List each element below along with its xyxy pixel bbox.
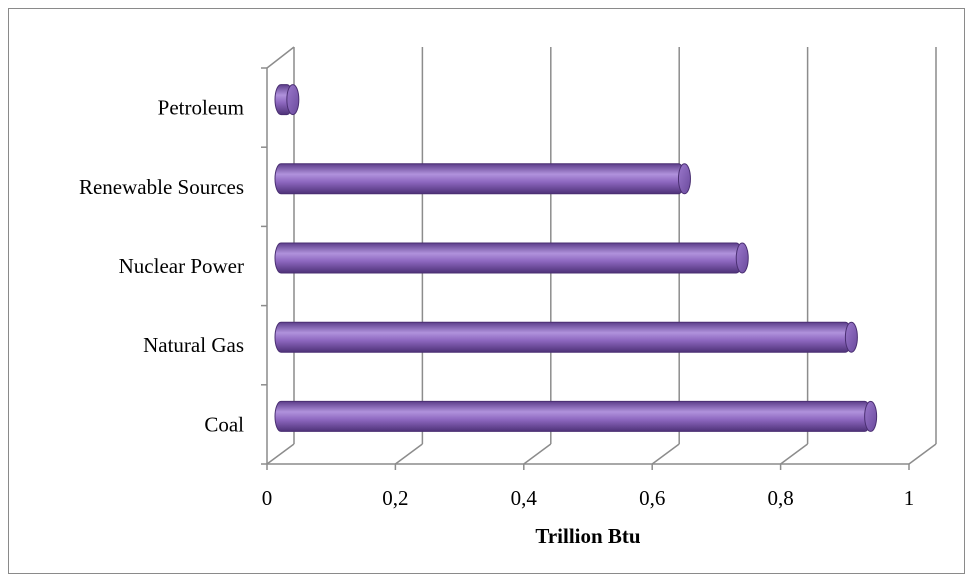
- category-label: Coal: [204, 412, 244, 436]
- grid-lines: [261, 46, 937, 470]
- category-label: Nuclear Power: [119, 254, 244, 278]
- left-wall-top-edge: [266, 46, 295, 69]
- category-label: Renewable Sources: [79, 175, 244, 199]
- bar-body: [274, 321, 852, 353]
- x-tick-label: 0,8: [767, 486, 793, 510]
- floor-gridline: [523, 443, 552, 465]
- bar: [274, 321, 858, 353]
- x-tick-label: 0,4: [511, 486, 538, 510]
- bar-cap: [286, 84, 300, 116]
- bar-body: [274, 163, 685, 195]
- category-label: Petroleum: [158, 96, 244, 120]
- x-tick-label: 1: [904, 486, 915, 510]
- bar-cap: [844, 321, 858, 353]
- bar-cap: [735, 242, 749, 274]
- bar: [274, 163, 691, 195]
- category-label: Natural Gas: [143, 333, 244, 357]
- bar: [274, 242, 749, 274]
- bars: [274, 84, 878, 432]
- bar-cap: [677, 163, 691, 195]
- chart-frame: [8, 8, 965, 574]
- x-tick-labels: 0 0,2 0,4 0,6 0,8 1: [262, 486, 915, 510]
- bar-body: [274, 242, 743, 274]
- bar-cap: [864, 400, 878, 432]
- floor-gridline: [651, 443, 680, 465]
- bar: [274, 400, 878, 432]
- x-tick-label: 0,2: [382, 486, 408, 510]
- x-tick-label: 0,6: [639, 486, 665, 510]
- x-axis-title: Trillion Btu: [535, 524, 641, 548]
- floor-gridline: [908, 443, 937, 465]
- bar: [274, 84, 300, 116]
- bar-body: [274, 400, 872, 432]
- floor-gridline: [780, 443, 809, 465]
- x-tick-label: 0: [262, 486, 273, 510]
- category-labels: Coal Natural Gas Nuclear Power Renewable So…: [79, 96, 244, 437]
- floor-gridline: [266, 443, 295, 465]
- floor-gridline: [394, 443, 423, 465]
